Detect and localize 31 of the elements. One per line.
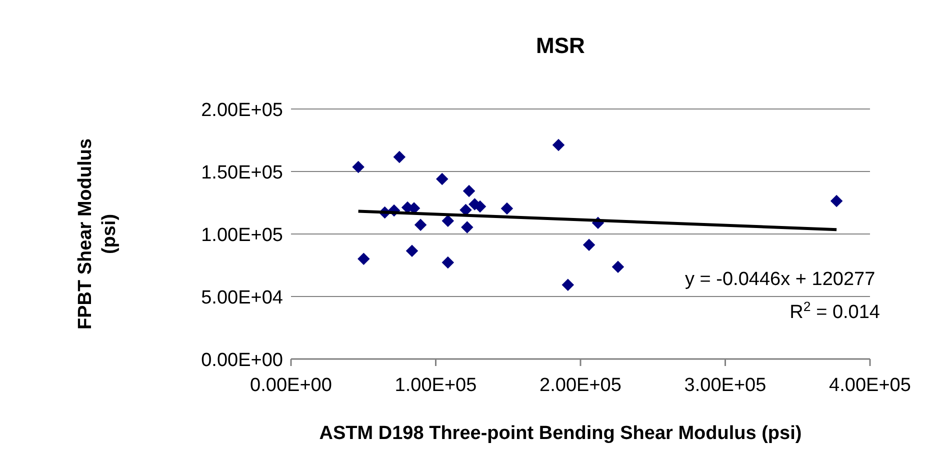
y-tick-label: 0.00E+00 — [201, 350, 283, 371]
point — [352, 160, 364, 174]
point — [462, 184, 476, 198]
point — [830, 194, 843, 208]
point — [582, 238, 596, 251]
point — [500, 202, 514, 215]
point — [552, 138, 565, 152]
annotation: y = -0.0446x + 120277 — [685, 269, 876, 290]
y-tick-label: 1.00E+05 — [201, 225, 283, 246]
x-tick-label: 1.00E+05 — [394, 375, 477, 396]
x-tick-label: 0.00E+00 — [250, 375, 332, 396]
point — [436, 172, 448, 186]
x-tick-label: 4.00E+05 — [829, 375, 911, 396]
point — [461, 221, 474, 234]
x-tick-label: 2.00E+05 — [540, 375, 622, 396]
point — [612, 260, 624, 273]
point — [406, 244, 418, 257]
point — [562, 278, 574, 291]
x-tick-label: 3.00E+05 — [684, 375, 766, 396]
point — [414, 218, 427, 231]
annotation: R$^{2}$ = 0.014 — [790, 298, 880, 323]
y-tick-label: 2.00E+05 — [201, 100, 283, 121]
point — [442, 214, 454, 227]
y-axis-title: FPBT Shear Modulus (psi) — [75, 138, 120, 330]
point — [442, 256, 454, 269]
x-axis-title: ASTM D198 Three-point Bending Shear Modulus (psi) — [319, 423, 802, 444]
y-tick-label: 1.50E+05 — [201, 162, 283, 184]
point — [393, 150, 406, 164]
y-tick-label: 5.00E+04 — [201, 288, 284, 308]
chart-title: MSR — [536, 33, 586, 58]
point — [358, 252, 370, 265]
